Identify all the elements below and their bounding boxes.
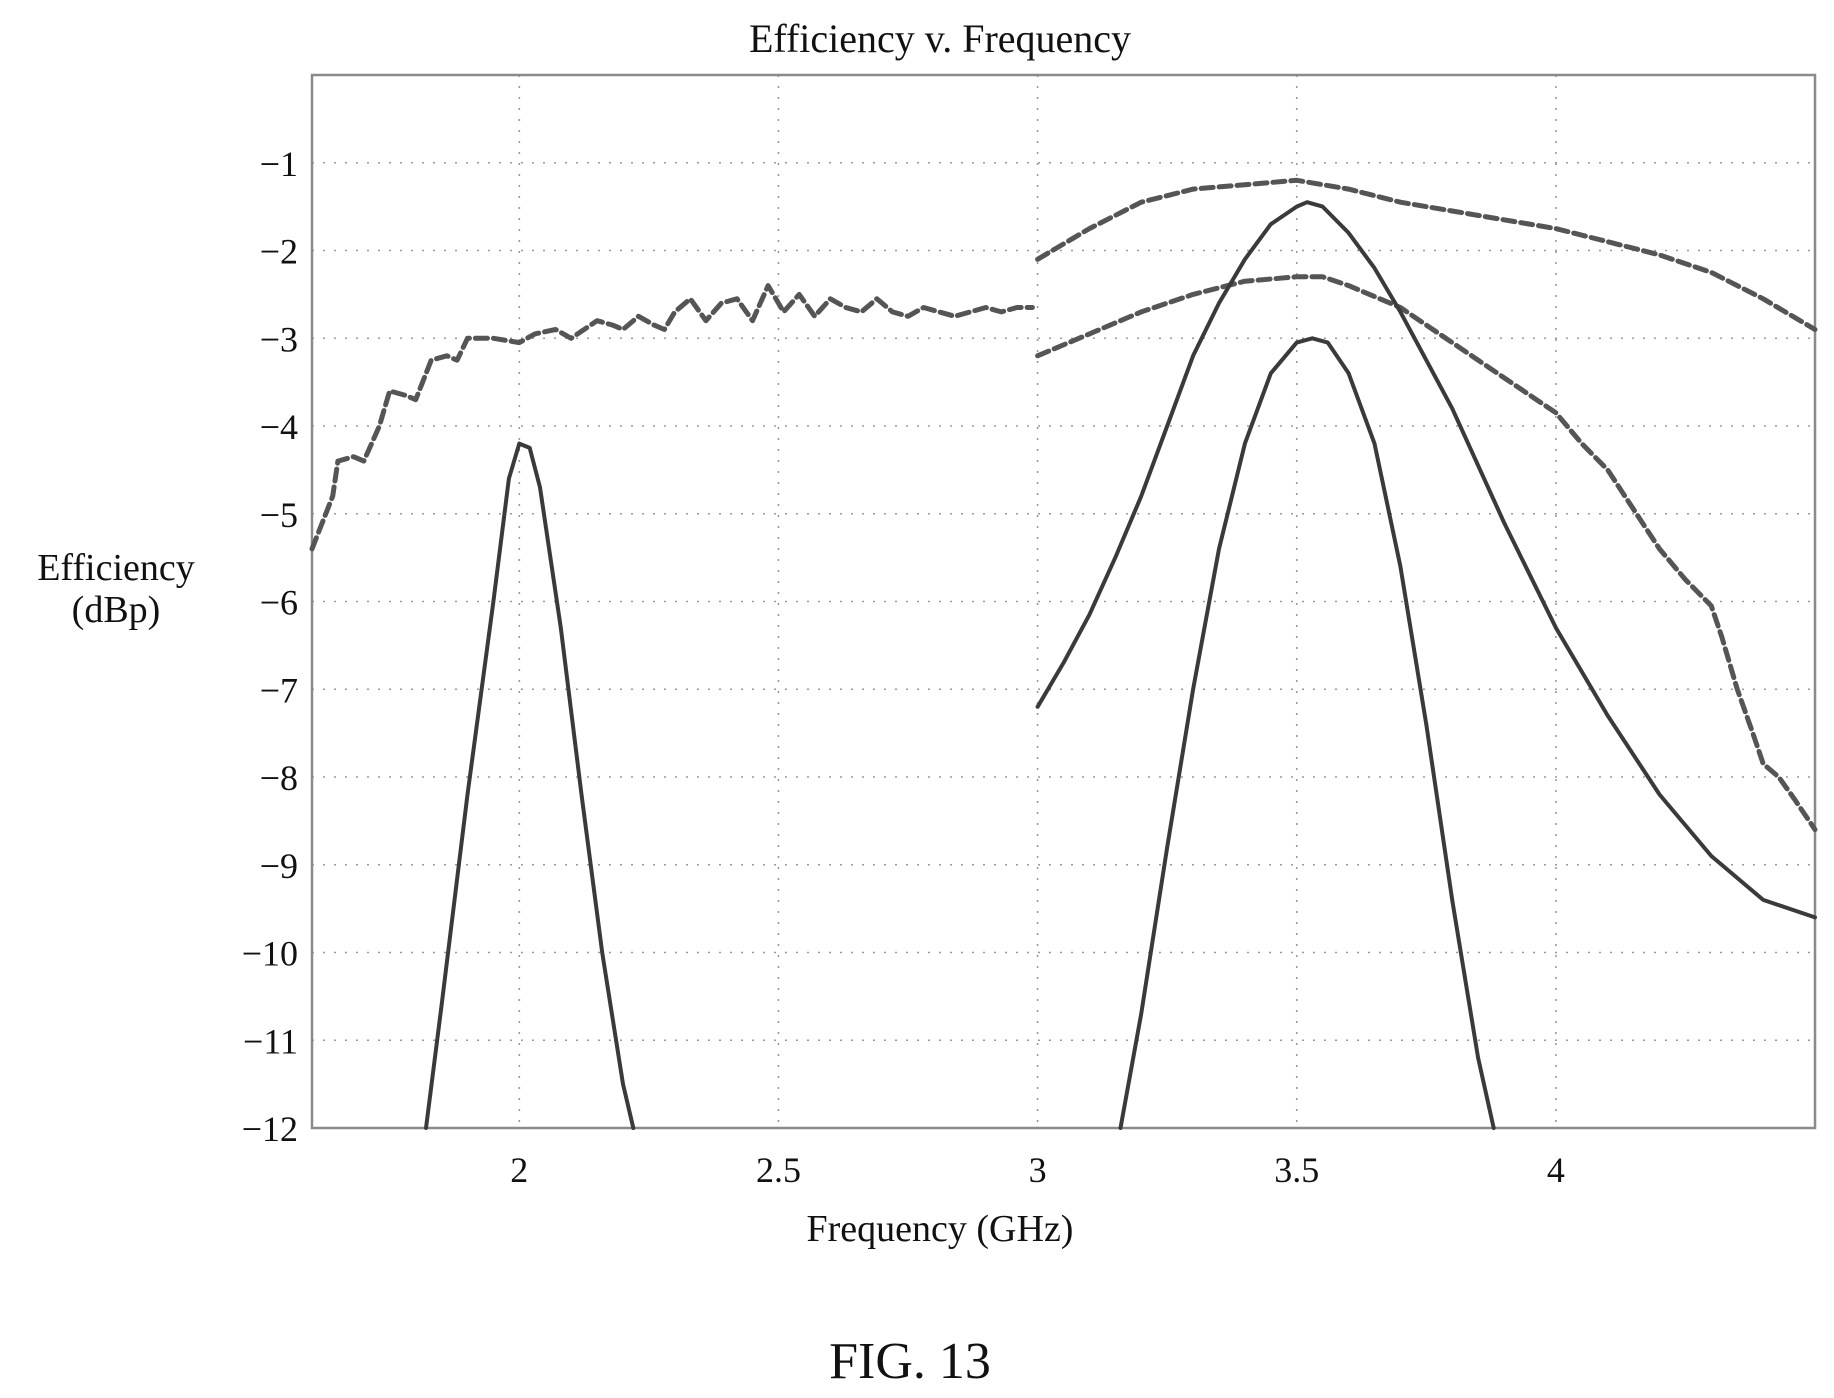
y-tick-label: −7 [260, 670, 298, 710]
grid-lines [312, 75, 1815, 1129]
y-tick-label: −1 [260, 144, 298, 184]
y-tick-label: −3 [260, 319, 298, 359]
y-axis-title-line-2: (dBp) [72, 589, 161, 631]
y-tick-labels: −1 −2 −3 −4 −5 −6 −7 −8 −9 −10 −11 −12 [242, 144, 298, 1149]
solid-series-line-6 [1118, 336, 1496, 1130]
x-tick-label: 2.5 [756, 1150, 801, 1190]
plot-frame [310, 73, 1817, 1130]
dashed-series-line-3 [1035, 274, 1818, 833]
y-tick-label: −6 [260, 583, 298, 623]
y-tick-label: −4 [260, 407, 298, 447]
solid-series-line-4 [424, 441, 636, 1130]
x-tick-labels: 2 2.5 3 3.5 4 [510, 1150, 1565, 1190]
dashed-series-line-2 [1035, 177, 1818, 332]
y-tick-label: −11 [243, 1021, 298, 1061]
figure-caption: FIG. 13 [829, 1333, 991, 1390]
y-tick-label: −8 [260, 758, 298, 798]
series-layer [309, 177, 1818, 1130]
y-tick-label: −10 [242, 934, 298, 974]
chart-title: Efficiency v. Frequency [749, 16, 1131, 61]
y-tick-label: −12 [242, 1109, 298, 1149]
x-tick-label: 4 [1547, 1150, 1565, 1190]
y-axis-title-line-1: Efficiency [37, 547, 195, 589]
y-tick-label: −2 [260, 232, 298, 272]
solid-series-line-5 [1035, 200, 1817, 920]
y-tick-label: −5 [260, 495, 298, 535]
y-tick-label: −9 [260, 846, 298, 886]
x-axis-title: Frequency (GHz) [807, 1208, 1074, 1250]
x-tick-label: 3 [1029, 1150, 1047, 1190]
x-tick-label: 3.5 [1274, 1150, 1319, 1190]
dashed-series-line-1 [309, 283, 1035, 552]
x-tick-label: 2 [510, 1150, 528, 1190]
